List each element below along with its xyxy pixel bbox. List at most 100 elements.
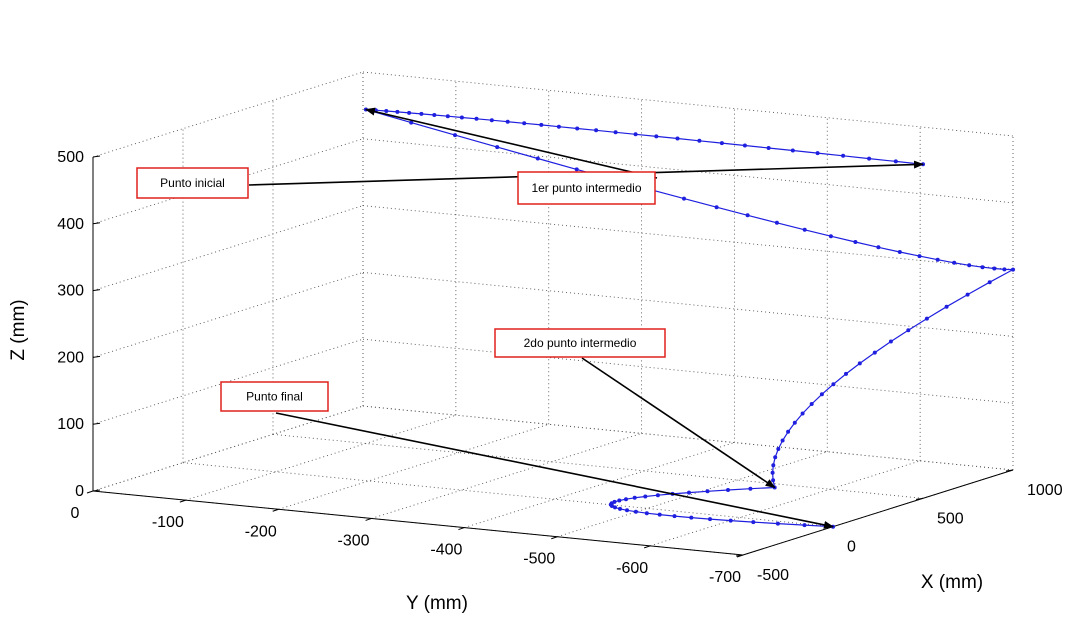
trajectory-point [719,141,724,146]
trajectory-point [624,497,628,502]
trajectory-point [980,265,985,270]
annotation-1er-punto-intermedio: 1er punto intermedio [364,107,658,205]
y-tick-label: 0 [71,505,80,522]
trajectory-point [432,113,437,117]
trajectory-point [876,245,881,250]
trajectory-point [474,116,479,121]
trajectory-point [618,506,622,511]
trajectory-point [633,509,638,514]
trajectory-point [409,120,414,125]
x-tick [915,497,924,500]
annotation-box [220,381,329,412]
annotation-label: Punto final [246,390,303,404]
trajectory-point [395,109,400,114]
z-tick [92,289,101,292]
trajectory-point [613,130,618,135]
trajectory-point [687,490,691,495]
y-tick-label: -600 [616,560,648,577]
x-tick [1005,469,1014,472]
trajectory-point [751,520,756,525]
z-tick-label: 500 [57,149,84,166]
z-tick-label: 200 [57,349,84,366]
trajectory-point [770,470,775,475]
z-tick-label: 0 [75,483,84,500]
trajectory-point [384,109,389,113]
grid-line [362,71,1014,137]
z-tick [92,355,101,358]
trajectory-point [419,111,424,116]
trajectory-point [853,240,858,244]
y-tick-label: -400 [430,542,462,559]
grid-line [362,205,1014,271]
trajectory-point [728,518,733,523]
trajectory-point [539,122,544,127]
y-axis-line [92,490,744,556]
trajectory-point [917,254,922,259]
grid-line [278,423,549,510]
trajectory-point [748,486,753,491]
trajectory-point [790,148,795,153]
trajectory-point [505,119,510,124]
grid-line [464,442,735,529]
grid-line [272,433,924,499]
z-tick-label: 300 [57,283,84,300]
trajectory-point [924,316,929,321]
x-axis-line [742,469,1014,556]
trajectory-point [965,292,970,297]
trajectory-point [632,495,637,500]
trajectory-point [682,196,686,201]
trajectory-point [655,493,660,498]
x-tick-label: -500 [757,567,789,584]
trajectory-point [654,134,659,139]
trajectory-point [556,124,561,129]
trajectory-point [935,257,940,262]
y-tick-label: -300 [338,532,370,549]
z-axis-label: Z (mm) [8,299,29,360]
trajectory-point [766,146,771,150]
trajectory-point [828,234,833,239]
grid-line [185,414,456,501]
z-tick [92,222,101,225]
trajectory-point [445,114,450,119]
z-tick-label: 400 [57,216,84,233]
annotation-box [517,171,656,205]
trajectory-point [742,143,747,148]
x-tick-label: 500 [937,510,964,527]
trajectory-point [574,167,579,172]
annotation-punto-final: Punto final [220,381,834,529]
y-tick [551,536,558,540]
grid-line [92,405,364,492]
trajectory-point [459,115,464,120]
trajectory-point [522,121,527,126]
grid-line [362,271,1014,337]
annotation-label: Punto inicial [160,176,225,190]
trajectory-point [952,260,957,265]
trajectory-point [535,156,540,161]
trajectory-point [776,447,781,451]
y-tick-label: -200 [245,523,277,540]
y-tick-label: -700 [709,569,741,586]
trajectory-point [617,498,622,503]
trajectory-point [786,429,791,434]
grid-line [362,338,1014,404]
trajectory-point [453,133,457,138]
trajectory-point [809,402,814,406]
y-tick [86,490,94,494]
trajectory-point [672,514,677,519]
trajectory-point [867,156,872,161]
trajectory-point [872,350,877,355]
y-axis-label: Y (mm) [406,593,468,614]
trajectory-point [633,132,638,137]
x-tick-label: 0 [847,539,856,556]
y-tick [272,508,279,512]
trajectory-point [726,488,730,492]
trajectory-point [689,515,694,520]
trajectory-point [802,227,807,232]
y-tick-label: -500 [523,551,555,568]
trajectory-point [708,517,712,522]
y-tick [179,499,187,503]
grid-line [362,405,1014,471]
x-axis-label: X (mm) [921,572,983,593]
trajectory-point [819,392,824,397]
